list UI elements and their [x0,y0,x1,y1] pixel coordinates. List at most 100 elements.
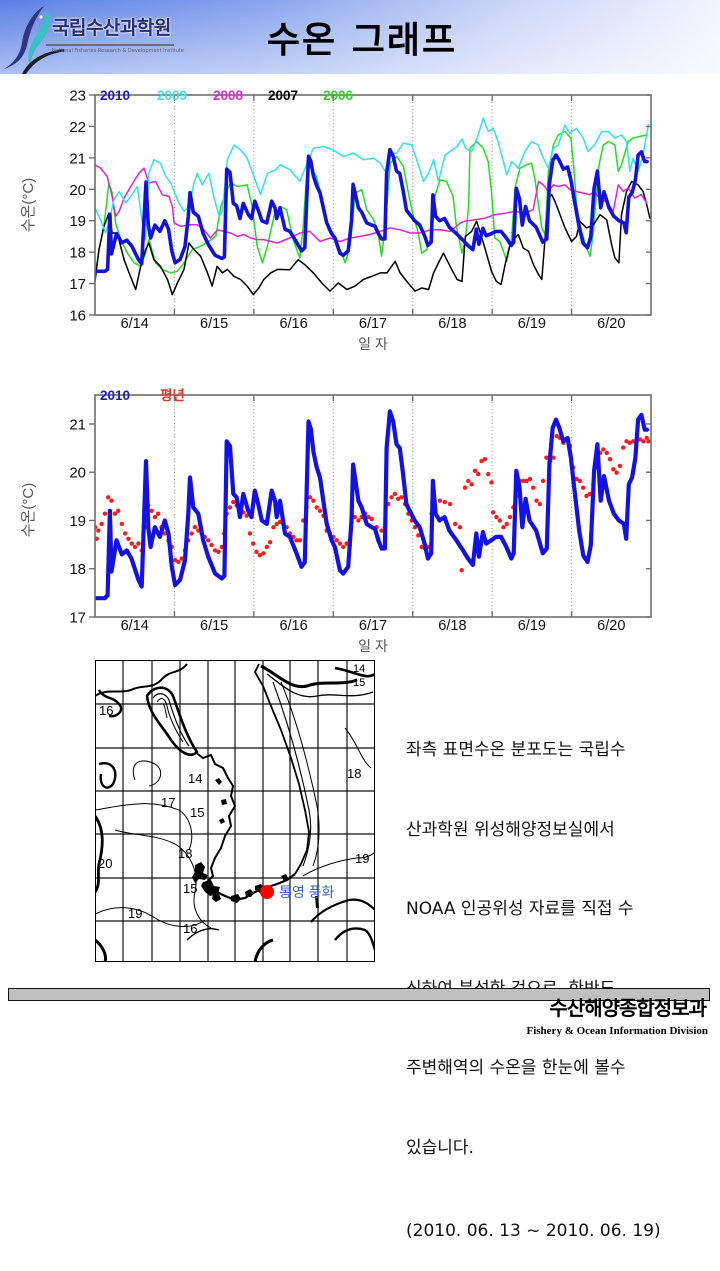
isotherm-label: 19 [355,851,369,866]
average-data-point [630,439,636,444]
average-data-point [399,495,404,500]
water-temperature-chart-yearly: 16 17 18 19 20 21 22 23 6/14 6/15 6/16 6/17 6/18 6/19… [20,88,652,352]
plot-area [95,117,651,296]
average-data-point [577,478,582,484]
average-data-point [489,480,494,485]
isotherm-label: 18 [347,766,361,781]
average-data-point [132,544,138,550]
average-data-point [437,498,443,503]
isotherm-labels: 16 14 15 18 17 14 15 18 20 19 15 19 16 [98,663,369,936]
average-data-point [99,521,104,527]
isotherm-label: 15 [183,881,197,896]
average-data-point [419,544,424,550]
legend-label-2007: 2007 [268,88,298,103]
average-data-point [412,525,418,530]
average-data-point [317,508,323,513]
average-data-point [457,525,463,530]
average-data-point [581,485,586,490]
isotherm-label: 20 [98,856,112,871]
y-tick-label: 18 [69,561,86,578]
org-name-en: National Fisheries Research & Developmen… [52,48,184,54]
average-data-point [369,516,374,522]
average-data-point [442,499,447,505]
description-line: 좌측 표면수온 분포도는 국립수 [406,740,626,760]
average-data-point [297,538,303,543]
average-data-point [621,445,626,450]
legend-label-2010: 2010 [100,88,130,103]
sst-isotherm-map: 16 14 15 18 17 14 15 18 20 19 15 19 16 통… [95,660,375,962]
average-data-point [267,540,273,545]
x-tick-label: 6/18 [438,316,466,332]
average-data-point [344,541,349,546]
average-data-point [447,501,453,507]
average-data-point [501,525,506,530]
average-data-point [126,536,131,541]
date-range: (2010. 06. 13 ~ 2010. 06. 19) [406,1221,661,1241]
x-tick-label: 6/17 [359,618,387,634]
average-data-point [521,478,526,484]
x-tick-label: 6/19 [518,316,546,332]
y-tick-label: 18 [69,245,86,262]
legend-label-2009: 2009 [157,88,187,103]
average-data-point [497,518,502,523]
average-data-point [96,528,101,533]
isotherm-label: 16 [183,921,197,936]
average-data-point [534,498,539,503]
org-name-ko: 국립수산과학원 [52,17,171,39]
average-data-point [494,514,499,520]
average-data-point [507,514,513,520]
average-data-point [554,433,559,439]
average-data-point [102,511,108,516]
x-tick-label: 6/17 [359,316,387,332]
x-tick-label: 6/20 [597,618,625,634]
y-tick-label: 22 [69,119,86,136]
x-tick-label: 6/14 [121,618,149,634]
average-data-point [149,508,154,513]
average-data-point [614,470,619,475]
average-data-point [216,549,221,554]
map-coastlines [95,663,375,962]
plot-frame [94,94,652,316]
average-data-point [462,485,468,490]
average-data-point [156,511,161,516]
average-data-point [611,467,616,472]
average-data-point [504,521,509,527]
average-data-point [537,501,542,507]
average-data-point [452,521,458,527]
average-data-point [379,528,384,533]
isotherm-label: 16 [99,703,113,718]
header-banner: 국립수산과학원 National Fisheries Research & De… [0,0,720,74]
map-description: 좌측 표면수온 분포도는 국립수 산과학원 위성해양정보실에서 NOAA 인공위… [406,684,716,1271]
description-line: 있습니다. [406,1137,474,1158]
average-data-point [527,476,533,482]
y-tick-label: 23 [69,88,86,105]
average-data-point [179,556,184,561]
x-tick-label: 6/19 [518,618,546,634]
average-data-point [544,455,549,460]
average-data-point [192,525,198,530]
average-data-point [212,548,218,553]
fish-logo-icon [4,6,64,74]
average-data-point [392,491,397,497]
average-data-point [106,495,111,500]
plot-area [95,409,651,601]
location-marker [260,885,274,899]
average-data-point [341,544,346,550]
average-data-point [122,531,128,536]
average-data-point [416,533,421,538]
average-data-point [95,536,99,541]
isotherm-label: 17 [161,795,175,810]
average-data-point [490,510,496,515]
legend-label-2008: 2008 [213,88,244,103]
x-axis-label: 일 자 [358,336,388,352]
average-data-point [274,521,279,527]
average-data-point [366,514,371,520]
average-data-point [162,531,167,536]
isotherm-label: 14 [353,663,365,675]
average-data-point [119,521,125,527]
isotherm-label: 15 [190,805,204,820]
average-data-point [247,531,253,536]
average-data-point [466,478,471,484]
location-label: 통영 풍화 [279,884,335,900]
average-data-point [584,493,589,499]
